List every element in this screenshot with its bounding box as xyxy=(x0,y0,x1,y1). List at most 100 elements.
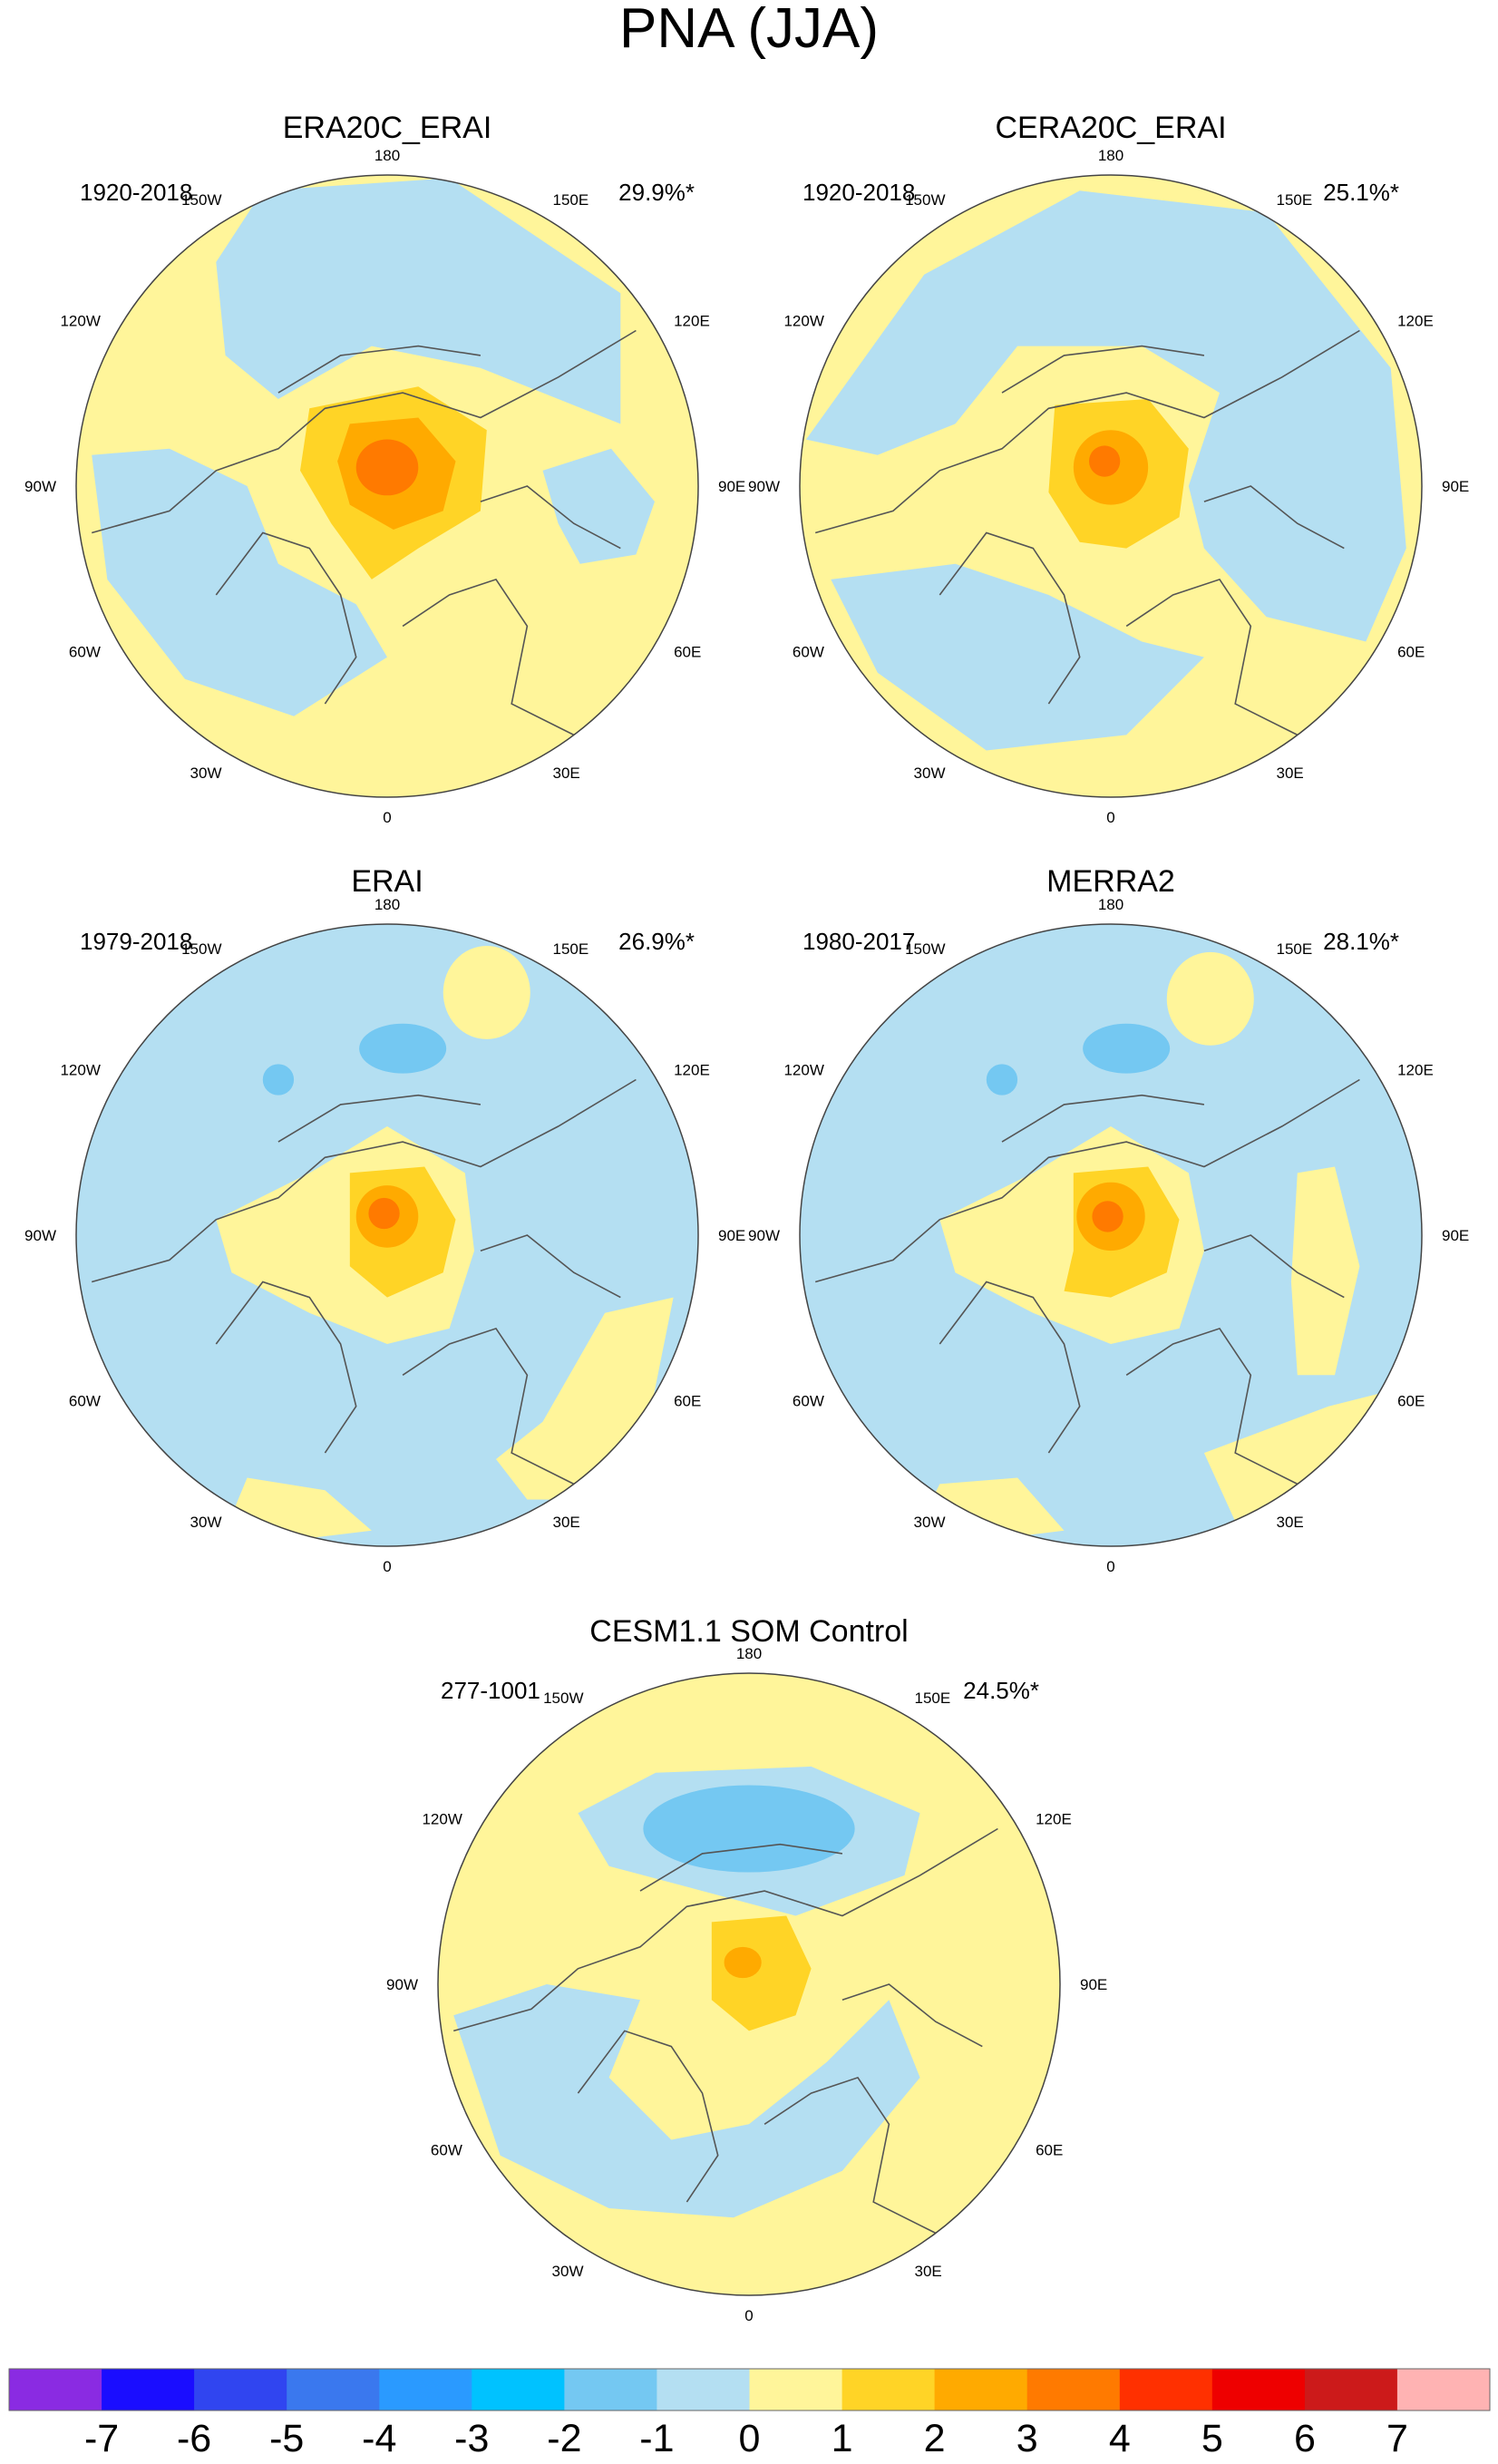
coastlines xyxy=(814,329,1360,736)
coastline xyxy=(1125,1327,1299,1485)
coastlines xyxy=(452,1827,998,2235)
colorbar-label: 3 xyxy=(1016,2417,1038,2460)
contour-region xyxy=(986,1064,1018,1096)
map-panel: ERAI 1979-2018 26.9%* 180 150E 120E 90E 60E 30E 0… xyxy=(24,864,745,1575)
colorbar-label: -6 xyxy=(177,2417,211,2460)
coastline xyxy=(480,485,621,550)
longitude-label: 150W xyxy=(181,940,221,958)
longitude-label: 30W xyxy=(914,765,946,782)
contour-region xyxy=(805,190,1406,642)
longitude-label: 150E xyxy=(1277,940,1313,958)
colorbar-swatch xyxy=(1119,2369,1213,2410)
longitude-label: 90W xyxy=(24,1227,56,1244)
colorbar-swatch xyxy=(1304,2369,1398,2410)
colorbar-label: -3 xyxy=(454,2417,489,2460)
longitude-label: 90E xyxy=(718,1227,745,1244)
colorbar-swatch xyxy=(564,2369,657,2410)
map-boundary xyxy=(75,174,699,798)
panel-period: 1920-2018 xyxy=(802,179,915,206)
longitude-label: 120E xyxy=(1397,313,1434,330)
colorbar-swatch xyxy=(1396,2369,1491,2410)
longitude-label: 120W xyxy=(60,1062,100,1079)
colorbar-label: -2 xyxy=(547,2417,581,2460)
map-boundary xyxy=(437,1672,1061,2296)
longitude-label: 30E xyxy=(553,765,580,782)
contour-region xyxy=(1083,1023,1171,1074)
coastlines xyxy=(814,1078,1360,1485)
coastline xyxy=(939,1281,1081,1454)
coastlines xyxy=(91,329,637,736)
coastline xyxy=(764,2076,937,2235)
longitude-label: 120W xyxy=(422,1811,462,1828)
colorbar-label: 6 xyxy=(1294,2417,1316,2460)
colorbar-label: 5 xyxy=(1201,2417,1223,2460)
longitude-label: 150E xyxy=(1277,191,1313,209)
longitude-label: 120W xyxy=(60,313,100,330)
coastline xyxy=(277,1094,482,1143)
map-boundary xyxy=(799,923,1423,1547)
longitude-label: 60W xyxy=(793,644,824,661)
contour-region xyxy=(359,1023,447,1074)
contour-region xyxy=(355,439,419,496)
map-panel: CERA20C_ERAI 1920-2018 25.1%* 180 150E 120E 90… xyxy=(748,111,1469,826)
map-panel: CESM1.1 SOM Control 277-1001 24.5%* 180 150E… xyxy=(386,1614,1107,2324)
coastline xyxy=(1001,345,1205,394)
panel-variance: 29.9%* xyxy=(618,179,695,206)
longitude-label: 180 xyxy=(374,147,400,164)
contour-region xyxy=(724,1946,762,1979)
coastline xyxy=(91,329,637,534)
coastline xyxy=(1203,1234,1345,1299)
figure-title: PNA (JJA) xyxy=(619,0,879,60)
map-panel: ERA20C_ERAI 1920-2018 29.9%* 180 150E 120E 90E… xyxy=(24,111,745,826)
panel-title: MERRA2 xyxy=(1046,864,1175,899)
contour-region xyxy=(711,1915,812,2031)
longitude-label: 30W xyxy=(552,2263,584,2280)
coastline xyxy=(814,1078,1360,1283)
contour-region xyxy=(496,1297,674,1500)
colorbar-swatch xyxy=(749,2369,843,2410)
longitude-label: 120E xyxy=(1397,1062,1434,1079)
colorbar-label: 1 xyxy=(832,2417,853,2460)
longitude-label: 90W xyxy=(748,1227,780,1244)
colorbar-label: -5 xyxy=(269,2417,304,2460)
longitude-label: 60W xyxy=(431,2142,462,2159)
longitude-label: 0 xyxy=(1106,809,1114,826)
longitude-label: 30W xyxy=(190,1514,222,1531)
longitude-label: 60E xyxy=(674,1393,701,1410)
contour-region xyxy=(831,563,1204,751)
longitude-label: 60E xyxy=(674,644,701,661)
longitude-label: 180 xyxy=(736,1645,762,1662)
contour-region xyxy=(542,448,655,564)
longitude-label: 150W xyxy=(905,940,945,958)
coastline xyxy=(939,531,1081,705)
coastline xyxy=(1203,485,1345,550)
longitude-label: 60E xyxy=(1397,1393,1425,1410)
colorbar-label: -1 xyxy=(639,2417,674,2460)
contour-region xyxy=(368,1197,400,1230)
colorbar-swatch xyxy=(934,2369,1028,2410)
longitude-label: 90E xyxy=(1442,478,1469,495)
longitude-label: 120E xyxy=(674,313,710,330)
longitude-label: 150W xyxy=(543,1690,583,1707)
longitude-label: 90E xyxy=(1080,1976,1107,1993)
panel-period: 1920-2018 xyxy=(80,179,192,206)
colorbar-swatch xyxy=(1211,2369,1306,2410)
map-panel: MERRA2 1980-2017 28.1%* 180 150E 120E 90E 60E 30… xyxy=(748,864,1469,1575)
coastline xyxy=(402,1327,575,1485)
coastline xyxy=(814,329,1360,534)
coastline xyxy=(577,2030,719,2203)
contour-region xyxy=(1088,445,1121,477)
longitude-label: 120W xyxy=(783,313,823,330)
longitude-label: 150E xyxy=(553,191,589,209)
contour-fields xyxy=(453,1766,920,2218)
contour-region xyxy=(1092,1201,1124,1232)
longitude-label: 180 xyxy=(1098,896,1124,913)
longitude-label: 30E xyxy=(1277,765,1304,782)
colorbar-swatch xyxy=(287,2369,380,2410)
colorbar-label: 7 xyxy=(1386,2417,1408,2460)
longitude-label: 90W xyxy=(748,478,780,495)
colorbar-swatch xyxy=(841,2369,936,2410)
coastline xyxy=(639,1843,843,1892)
colorbar: -7 -6 -5 -4 -3 -2 -1 0 1 2 3 4 5 6 7 xyxy=(8,2368,1491,2460)
colorbar-label: 4 xyxy=(1109,2417,1131,2460)
